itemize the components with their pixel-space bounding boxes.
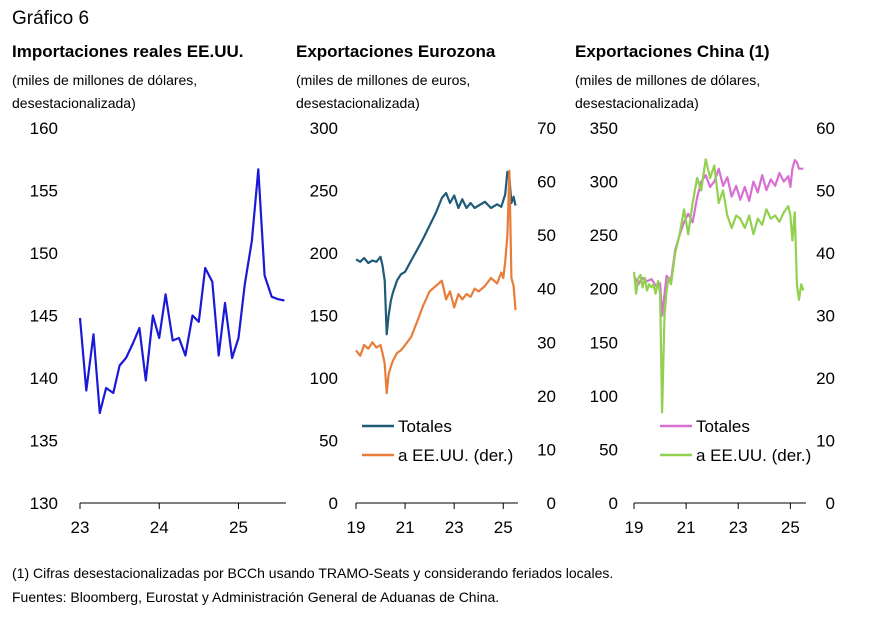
panel-3-subtitle-line-2: desestacionalizada) — [575, 95, 699, 111]
panel-3-y-tick-label: 150 — [590, 333, 618, 352]
panel-1-y-tick-label: 135 — [30, 432, 58, 451]
panel-3-legend-label-1: Totales — [696, 417, 750, 436]
panel-2-x-tick-label: 19 — [347, 518, 366, 537]
figure-title: Gráfico 6 — [12, 8, 90, 29]
panel-2-y-tick-label: 100 — [310, 369, 338, 388]
panel-2-y2-tick-label: 70 — [537, 119, 556, 138]
panel-3-x-tick-label: 23 — [729, 518, 748, 537]
panel-1-title: Importaciones reales EE.UU. — [12, 42, 244, 61]
panel-2-y-tick-label: 50 — [319, 432, 338, 451]
panel-2-title: Exportaciones Eurozona — [296, 42, 496, 61]
panel-2-y2-tick-label: 30 — [537, 333, 556, 352]
panel-2-y2-tick-label: 50 — [537, 226, 556, 245]
panel-1-y-tick-label: 160 — [30, 119, 58, 138]
panel-2-y-tick-label: 0 — [329, 494, 338, 513]
panel-3-y2-tick-label: 20 — [816, 369, 835, 388]
panel-2-x-tick-label: 25 — [494, 518, 513, 537]
panel-2-x-tick-label: 23 — [445, 518, 464, 537]
panel-3-title: Exportaciones China (1) — [575, 42, 770, 61]
panel-2-y-tick-label: 300 — [310, 119, 338, 138]
panel-2-series-2-line — [355, 169, 517, 395]
panel-2-legend-label-2: a EE.UU. (der.) — [398, 446, 513, 465]
panel-2-series-1-line — [355, 170, 517, 336]
panel-3-legend-label-2: a EE.UU. (der.) — [696, 446, 811, 465]
panel-1-subtitle-line-2: desestacionalizada) — [12, 95, 136, 111]
panel-3-y-tick-label: 350 — [590, 119, 618, 138]
panel-1-series-1-line — [78, 168, 285, 415]
panel-2-x-tick-label: 21 — [396, 518, 415, 537]
panel-2-y2-tick-label: 40 — [537, 280, 556, 299]
panel-2-y2-tick-label: 60 — [537, 173, 556, 192]
panel-3-subtitle-line-1: (miles de millones de dólares, — [575, 72, 761, 88]
panel-2-legend-label-1: Totales — [398, 417, 452, 436]
panel-3-y2-tick-label: 60 — [816, 119, 835, 138]
panel-1-x-tick-label: 23 — [71, 518, 90, 537]
panel-3-y2-tick-label: 50 — [816, 182, 835, 201]
panel-3-y-tick-label: 50 — [599, 440, 618, 459]
panel-3-y-tick-label: 300 — [590, 173, 618, 192]
panel-3-series-2-line — [632, 158, 805, 414]
panel-1-y-tick-label: 155 — [30, 182, 58, 201]
panel-3-series-1-line — [633, 159, 804, 317]
panel-3-y2-tick-label: 30 — [816, 307, 835, 326]
panel-2-y-tick-label: 200 — [310, 244, 338, 263]
sources-note: Fuentes: Bloomberg, Eurostat y Administr… — [12, 589, 500, 605]
panel-2-subtitle-line-1: (miles de millones de euros, — [296, 72, 471, 88]
panel-1-y-tick-label: 130 — [30, 494, 58, 513]
panel-3-x-tick-label: 19 — [625, 518, 644, 537]
panel-2-y2-tick-label: 20 — [537, 387, 556, 406]
panel-3-x-tick-label: 25 — [781, 518, 800, 537]
panel-1-subtitle-line-1: (miles de millones de dólares, — [12, 72, 198, 88]
panel-3-y2-tick-label: 40 — [816, 244, 835, 263]
panel-3-y2-tick-label: 0 — [826, 494, 835, 513]
panel-2-y-tick-label: 250 — [310, 182, 338, 201]
panel-3-x-tick-label: 21 — [677, 518, 696, 537]
panel-3-y-tick-label: 250 — [590, 226, 618, 245]
panel-3-y-tick-label: 200 — [590, 280, 618, 299]
panel-3-y2-tick-label: 10 — [816, 432, 835, 451]
panel-1-y-tick-label: 145 — [30, 307, 58, 326]
footnote: (1) Cifras desestacionalizadas por BCCh … — [12, 565, 614, 581]
panel-2-y-tick-label: 150 — [310, 307, 338, 326]
panel-2-y2-tick-label: 10 — [537, 440, 556, 459]
panel-2-y2-tick-label: 0 — [547, 494, 556, 513]
panel-1-y-tick-label: 150 — [30, 244, 58, 263]
panel-3-y-tick-label: 100 — [590, 387, 618, 406]
panel-3-y-tick-label: 0 — [609, 494, 618, 513]
panel-1-y-tick-label: 140 — [30, 369, 58, 388]
panel-1-x-tick-label: 24 — [150, 518, 169, 537]
panel-1-x-tick-label: 25 — [229, 518, 248, 537]
panel-2-subtitle-line-2: desestacionalizada) — [296, 95, 420, 111]
